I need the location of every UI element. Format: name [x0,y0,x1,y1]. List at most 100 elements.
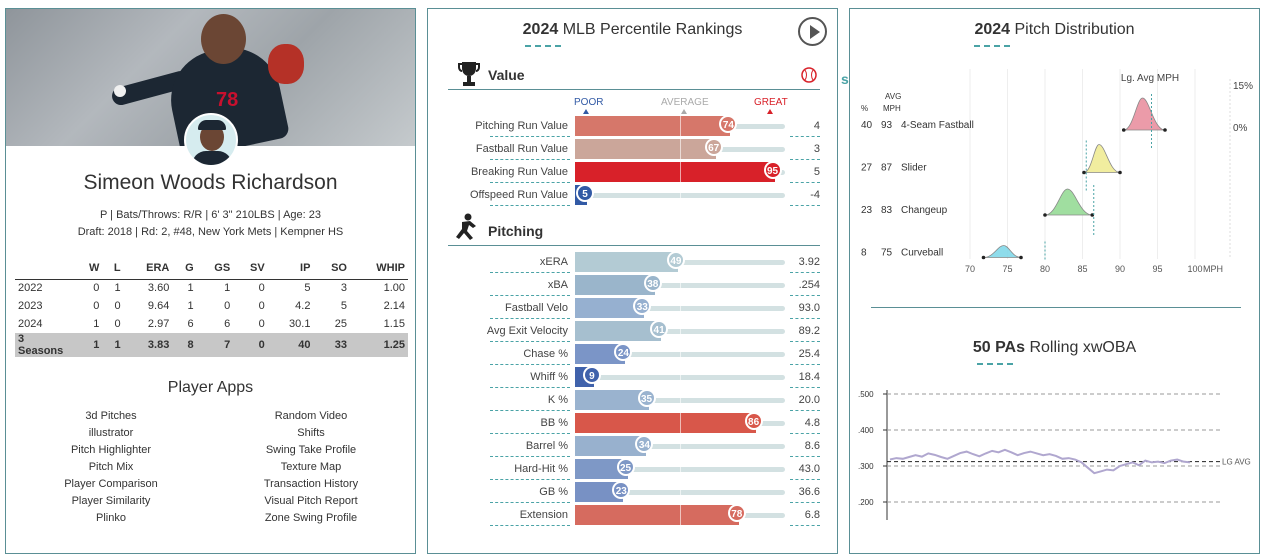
baseball-icon [801,67,817,83]
stats-cell: 7 [196,333,234,357]
usage-header: % [861,104,868,113]
row-dash-left [490,456,570,457]
stats-header-era: ERA [123,257,173,280]
percentile-row-label: K % [547,394,568,406]
row-dash-left [490,272,570,273]
lg-avg-label: Lg. Avg MPH [1121,73,1179,84]
row-dash-right [790,456,820,457]
y-tick-label: .300 [858,462,874,471]
rolling-xwoba-chart: .500 .400 .300 .200 LG AVG [858,390,1251,520]
y-tick-label: .200 [858,498,874,507]
percentile-circle: 34 [635,435,654,453]
value-section-header: Value savant [448,62,885,90]
percentile-bar [575,505,739,525]
app-link[interactable]: Zone Swing Profile [264,512,358,524]
pitch-density-curve [1083,144,1121,173]
poor-arrow-icon [583,109,589,114]
row-dash-left [490,295,570,296]
rolling-title: 50 PAs Rolling xwOBA [972,339,1137,356]
pitch-mph: 93 [881,120,893,131]
average-line [680,367,681,387]
stats-header-g: G [172,257,197,280]
pitch-usage: 27 [861,163,873,174]
row-dash-left [490,502,570,503]
scale-great: GREAT [754,97,788,108]
app-link[interactable]: Pitch Highlighter [70,444,152,456]
percentile-bar [575,436,647,456]
row-dash-right [790,272,820,273]
app-link[interactable]: Player Similarity [71,495,151,507]
stats-cell: 3 [340,282,347,295]
stats-row: 2022 0 1 3.60 1 1 0 5 3 1.00 [15,279,408,297]
average-line [680,139,681,159]
stats-cell: 0 [233,333,268,357]
percentile-bar [575,413,756,433]
app-link[interactable]: illustrator [88,427,134,439]
x-tick-label: 75 [1002,264,1012,274]
stats-cell: 3.83 [123,333,173,357]
row-dash-right [790,525,820,526]
play-icon [810,25,820,39]
percentile-title: 2024 MLB Percentile Rankings [522,21,743,38]
curve-min-dot [1121,128,1126,132]
app-link[interactable]: Pitch Mix [88,461,134,473]
app-link[interactable]: Visual Pitch Report [264,495,358,507]
pitch-name: Curveball [901,248,943,259]
percentile-panel: 2024 MLB Percentile Rankings Value savan… [427,8,885,554]
stats-cell: 2023 [18,300,43,312]
stats-cell: 30.1 [289,318,311,330]
row-dash-right [790,159,820,160]
percentile-value: 4.8 [804,417,820,429]
row-dash-left [490,205,570,206]
stats-cell: 2024 [18,318,43,330]
row-dash-left [490,479,570,480]
average-line [680,162,681,182]
stats-cell: 1 [224,282,231,295]
y-tick-label: .400 [858,426,874,435]
scale-average: AVERAGE [661,97,709,108]
app-link[interactable]: Random Video [274,410,348,422]
percentile-row-label: BB % [540,417,568,429]
percentile-circle: 78 [727,504,746,522]
curve-max-dot [1163,128,1167,132]
pitch-density-curve [1123,97,1166,131]
percentile-value: 3 [813,143,820,155]
app-link[interactable]: Transaction History [263,478,359,490]
pitch-mph: 87 [881,163,893,174]
value-section-title: Value [488,67,525,83]
app-link[interactable]: Plinko [96,512,126,524]
row-dash-right [790,410,820,411]
percentile-circle: 25 [616,458,635,476]
stats-cell: 0 [114,300,121,312]
x-tick-label: 100 [1187,264,1202,274]
average-line [680,344,681,364]
row-dash-left [490,159,570,160]
average-line [680,390,681,410]
lg-avg-label: LG AVG [1222,458,1251,467]
row-dash-left [490,364,570,365]
app-link[interactable]: 3d Pitches [85,410,137,422]
percentile-value: -4 [810,189,820,201]
average-arrow-icon [681,109,687,114]
curve-max-dot [1019,255,1023,260]
mph-header: MPH [883,104,901,113]
app-link[interactable]: Player Comparison [64,478,158,490]
player-draft: Draft: 2018 | Rd: 2, #48, New York Mets … [77,226,344,238]
stats-header-whip: WHIP [350,257,408,280]
app-link[interactable]: Texture Map [280,461,342,473]
stats-cell: 0 [93,300,100,312]
curve-max-dot [1090,213,1095,217]
row-dash-right [790,182,820,183]
stats-cell: 2.14 [383,300,405,312]
pitch-usage: 23 [861,205,873,216]
percentile-bar [575,482,624,502]
stats-cell: 3.60 [147,282,170,295]
play-button[interactable] [798,17,827,46]
percentile-row-label: Pitching Run Value [475,120,568,132]
app-link[interactable]: Swing Take Profile [265,444,357,456]
x-tick-label: 80 [1040,264,1050,274]
app-link[interactable]: Shifts [297,427,325,439]
apps-right-column: Random Video Shifts Swing Take Profile Text… [246,408,376,527]
percentile-circle: 67 [704,138,723,156]
xwoba-line [889,448,1191,475]
